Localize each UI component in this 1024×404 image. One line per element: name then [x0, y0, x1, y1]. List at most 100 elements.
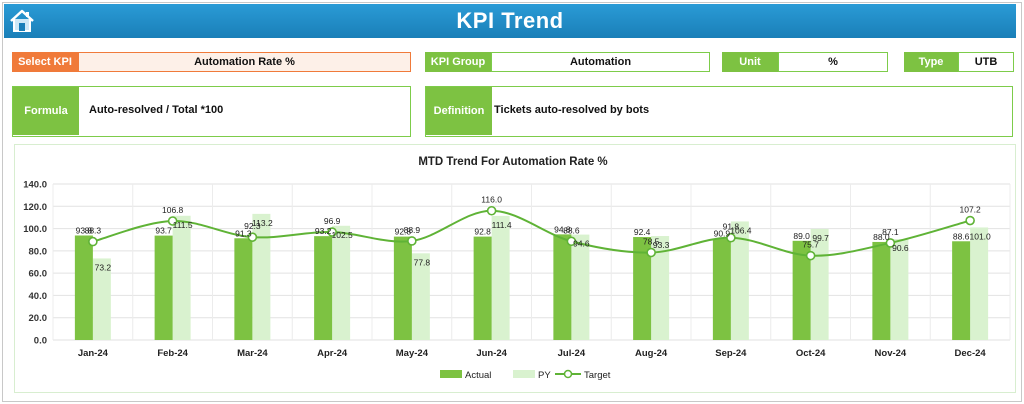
target-point: [88, 236, 98, 247]
x-tick-label: Oct-24: [796, 348, 826, 359]
legend-py-label: PY: [538, 370, 551, 381]
formula-panel: Formula Auto-resolved / Total *100: [12, 86, 411, 137]
legend-actual-swatch: [440, 370, 462, 378]
chart-title: MTD Trend For Automation Rate %: [418, 156, 607, 168]
page-title: KPI Trend: [456, 8, 564, 33]
actual-bar: [393, 236, 412, 340]
actual-bar: [154, 235, 173, 340]
unit-label: Unit: [722, 52, 778, 72]
x-tick-label: May-24: [396, 348, 429, 359]
py-bar: [890, 239, 909, 340]
x-tick-label: Apr-24: [317, 348, 348, 359]
py-value-label: 111.5: [173, 220, 193, 230]
py-bar: [332, 225, 351, 340]
target-point: [407, 236, 417, 246]
py-bar: [411, 253, 430, 340]
y-tick-label: 100.0: [23, 224, 47, 235]
y-tick-label: 80.0: [29, 246, 48, 257]
actual-value-label: 93.7: [155, 226, 172, 236]
legend-py-swatch: [513, 370, 535, 378]
target-point: [726, 232, 736, 243]
target-point: [965, 215, 975, 226]
y-tick-label: 120.0: [23, 202, 47, 213]
py-bar: [252, 213, 271, 340]
select-kpi-dropdown[interactable]: Automation Rate %: [78, 52, 411, 72]
x-tick-label: Aug-24: [635, 348, 668, 359]
target-value-label: 87.1: [882, 227, 899, 237]
x-tick-label: Feb-24: [157, 348, 188, 359]
target-value-label: 88.9: [404, 225, 421, 235]
select-kpi-control[interactable]: Select KPI Automation Rate %: [12, 52, 411, 72]
x-tick-label: Sep-24: [715, 348, 747, 359]
target-value-label: 91.8: [723, 222, 740, 232]
target-value-label: 88.3: [85, 226, 102, 236]
actual-bar: [553, 234, 572, 340]
actual-bar: [712, 238, 731, 340]
x-tick-label: Jul-24: [558, 348, 586, 359]
type-field: Type UTB: [904, 52, 1014, 72]
target-point: [327, 227, 337, 237]
mtd-trend-chart: MTD Trend For Automation Rate % 0.0 20.0 4…: [23, 156, 1011, 381]
py-value-label: 113.2: [252, 218, 273, 228]
py-value-label: 111.4: [492, 220, 512, 230]
py-bar: [651, 236, 670, 340]
actual-value-label: 94.8: [554, 224, 571, 234]
home-icon[interactable]: [8, 7, 36, 35]
py-value-label: 73.2: [95, 262, 112, 272]
actual-value-label: 93.2: [315, 226, 332, 236]
target-value-label: 75.7: [802, 240, 819, 250]
x-tick-label: Mar-24: [237, 348, 268, 359]
py-value-label: 102.5: [331, 230, 353, 240]
kpi-group-value: Automation: [491, 52, 710, 72]
actual-value-label: 92.4: [634, 227, 651, 237]
target-value-label: 88.6: [563, 225, 580, 235]
definition-value: Tickets auto-resolved by bots: [494, 104, 650, 116]
py-value-label: 101.0: [969, 231, 991, 241]
legend-target-label: Target: [584, 370, 611, 381]
py-value-label: 106.4: [730, 225, 752, 235]
target-value-label: 107.2: [959, 205, 981, 215]
y-tick-label: 20.0: [29, 313, 48, 324]
target-point: [167, 216, 178, 226]
unit-value: %: [778, 52, 888, 72]
definition-label: Definition: [426, 87, 492, 135]
actual-bar: [473, 236, 492, 340]
x-tick-label: Jun-24: [476, 348, 507, 359]
target-point: [247, 232, 258, 242]
formula-label: Formula: [13, 87, 79, 135]
legend-target-marker: [563, 369, 573, 379]
target-point: [646, 247, 656, 258]
x-tick-label: Jan-24: [78, 348, 109, 359]
py-value-label: 94.6: [573, 239, 590, 249]
target-value-label: 116.0: [481, 195, 502, 205]
py-bar: [730, 221, 749, 340]
target-point: [486, 205, 497, 216]
type-label: Type: [904, 52, 958, 72]
select-kpi-label: Select KPI: [12, 52, 78, 72]
definition-panel: Definition Tickets auto-resolved by bots: [425, 86, 1013, 137]
py-value-label: 90.6: [892, 243, 909, 253]
actual-bar: [952, 241, 971, 340]
target-value-label: 92.3: [244, 221, 261, 231]
actual-value-label: 89.0: [793, 231, 810, 241]
mtd-trend-chart-panel: MTD Trend For Automation Rate % 0.0 20.0 4…: [14, 144, 1016, 393]
py-bar: [92, 258, 111, 340]
actual-value-label: 88.0: [873, 232, 890, 242]
py-bar: [571, 234, 590, 340]
kpi-group-label: KPI Group: [425, 52, 491, 72]
actual-bar: [74, 235, 93, 340]
actual-bar: [314, 236, 333, 340]
actual-bar: [633, 237, 652, 340]
py-value-label: 77.8: [414, 257, 431, 267]
title-bar: KPI Trend: [4, 4, 1016, 38]
unit-field: Unit %: [722, 52, 888, 72]
y-tick-label: 40.0: [29, 291, 48, 302]
target-value-label: 106.8: [162, 205, 184, 215]
py-bar: [970, 227, 989, 340]
y-tick-label: 60.0: [29, 269, 48, 280]
y-tick-label: 0.0: [34, 336, 47, 347]
type-value: UTB: [958, 52, 1014, 72]
py-bar: [172, 215, 191, 340]
actual-value-label: 92.8: [474, 227, 491, 237]
